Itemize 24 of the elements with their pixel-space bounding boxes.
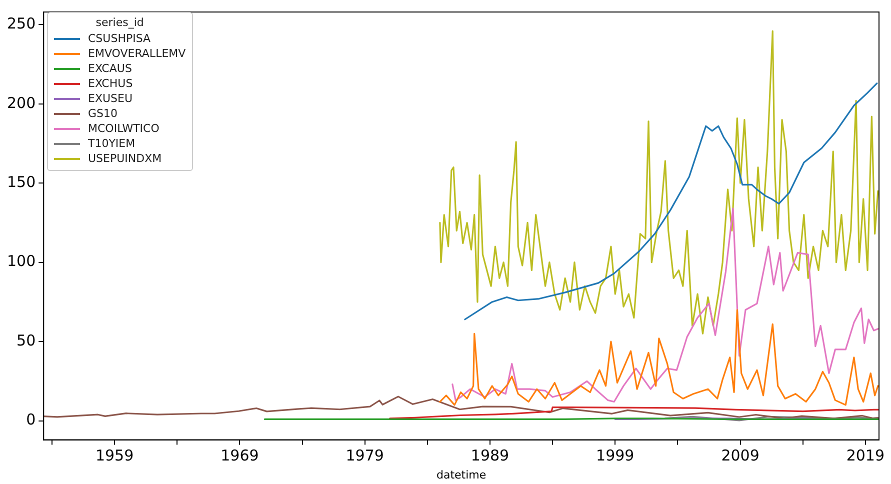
y-tick-label: 0 [26, 410, 36, 429]
x-tick-label: 1959 [95, 446, 134, 465]
legend-label: T10YIEM [88, 137, 136, 150]
x-tick-label: 1999 [596, 446, 634, 465]
legend-label: GS10 [88, 107, 118, 120]
legend-label: USEPUINDXM [88, 152, 162, 165]
legend-label: EMVOVERALLEMV [88, 47, 186, 60]
y-tick-label: 150 [6, 173, 36, 192]
legend-label: MCOILWTICO [88, 122, 160, 135]
y-tick-label: 200 [6, 94, 36, 112]
x-tick-label: 2009 [721, 446, 760, 465]
legend-label: CSUSHPISA [88, 32, 151, 45]
y-tick-label: 250 [6, 14, 36, 33]
x-tick-label: 1969 [220, 446, 259, 465]
y-tick-label: 100 [6, 252, 36, 270]
x-axis-title: datetime [436, 468, 486, 482]
legend-title: series_id [94, 16, 145, 29]
legend-label: EXCAUS [88, 62, 132, 75]
x-tick-label: 1989 [470, 446, 510, 465]
legend-label: EXUSEU [88, 92, 133, 105]
x-tick-label: 2019 [846, 446, 885, 465]
legend-label: EXCHUS [88, 77, 133, 90]
y-tick-label: 50 [16, 331, 36, 350]
x-tick-label: 1979 [346, 446, 384, 465]
